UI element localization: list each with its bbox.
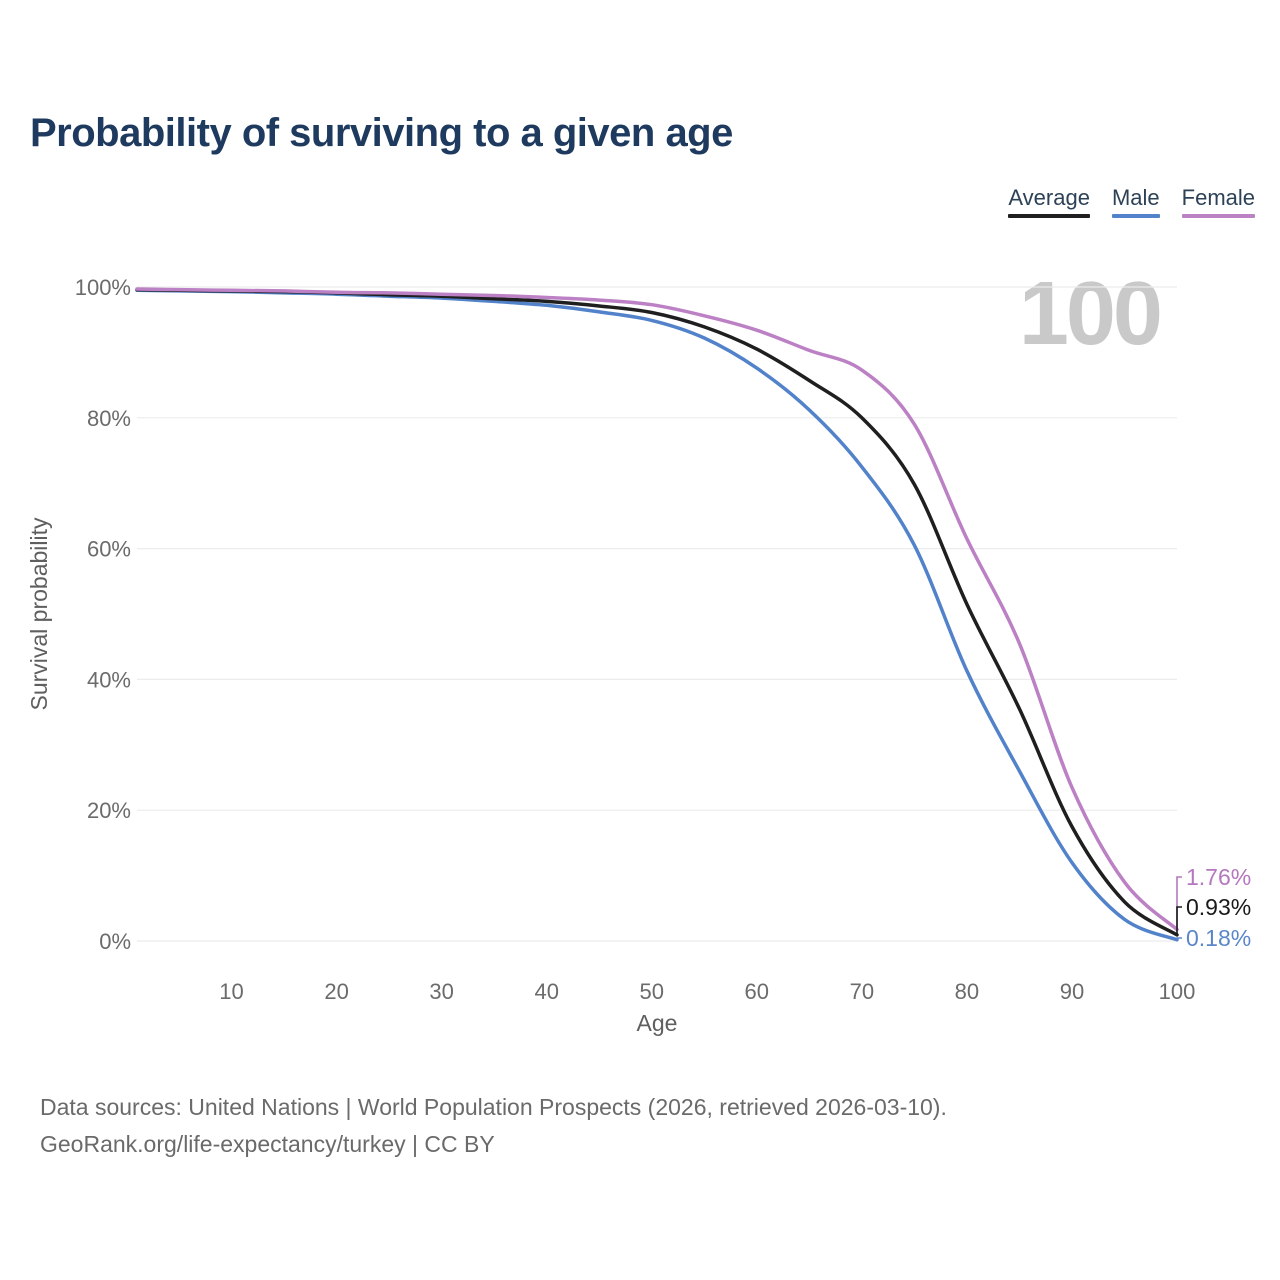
y-tick-label-60: 60% <box>87 537 131 562</box>
x-tick-label-30: 30 <box>429 979 453 1004</box>
series-line-male[interactable] <box>135 288 1179 942</box>
series-line-female[interactable] <box>135 287 1179 932</box>
legend-color-bar <box>1111 214 1160 219</box>
end-value-label-male: 0.18% <box>1186 925 1251 951</box>
page-title: Probability of surviving to a given age <box>30 111 733 155</box>
y-axis-title: Survival probability <box>26 517 52 711</box>
end-value-label-average: 0.93% <box>1186 894 1251 920</box>
y-tick-label-20: 20% <box>87 798 131 823</box>
y-tick-label-40: 40% <box>87 667 131 692</box>
x-tick-label-50: 50 <box>640 979 664 1004</box>
end-value-label-female: 1.76% <box>1186 864 1251 890</box>
legend-item-female[interactable]: Female <box>1181 185 1255 219</box>
x-tick-label-10: 10 <box>219 979 243 1004</box>
x-tick-label-70: 70 <box>850 979 874 1004</box>
x-tick-label-80: 80 <box>955 979 979 1004</box>
end-label-leader-male <box>1176 937 1182 940</box>
x-tick-label-90: 90 <box>1060 979 1084 1004</box>
data-sources-line: Data sources: United Nations | World Pop… <box>40 1094 947 1120</box>
legend-color-bar <box>1181 214 1255 219</box>
series-line-average[interactable] <box>135 287 1179 937</box>
attribution-line: GeoRank.org/life-expectancy/turkey | CC … <box>40 1131 495 1157</box>
legend-item-male[interactable]: Male <box>1111 185 1160 219</box>
legend-color-bar <box>1008 214 1090 219</box>
x-tick-label-100: 100 <box>1159 979 1196 1004</box>
y-tick-label-100: 100% <box>75 275 131 300</box>
legend-item-average[interactable]: Average <box>1008 185 1090 219</box>
y-tick-label-0: 0% <box>99 929 131 954</box>
y-tick-label-80: 80% <box>87 406 131 431</box>
x-tick-label-60: 60 <box>745 979 769 1004</box>
x-tick-label-40: 40 <box>534 979 558 1004</box>
x-axis-title: Age <box>637 1010 678 1036</box>
chart-footer: Data sources: United Nations | World Pop… <box>40 1089 947 1163</box>
legend: Average Male Female <box>1008 185 1255 219</box>
legend-label: Male <box>1111 185 1160 210</box>
x-tick-label-20: 20 <box>324 979 348 1004</box>
age-counter-watermark: 100 <box>1018 264 1163 364</box>
legend-label: Female <box>1181 185 1255 210</box>
end-label-leader-average <box>1176 906 1182 935</box>
legend-label: Average <box>1008 185 1090 210</box>
